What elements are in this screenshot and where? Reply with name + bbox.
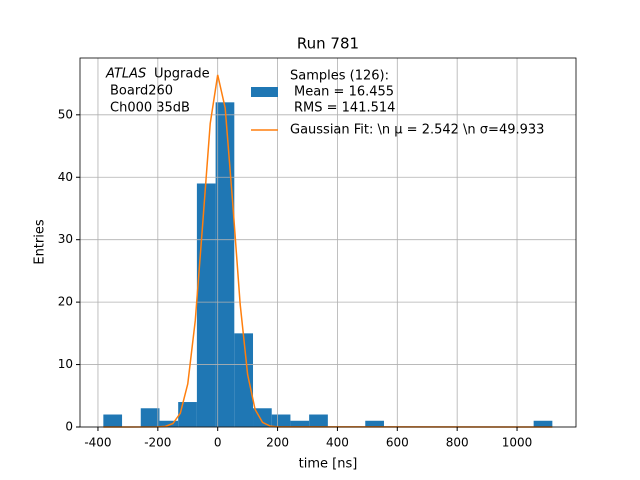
y-tick-label: 0 <box>65 420 73 434</box>
bar <box>140 408 160 427</box>
bar <box>103 414 123 427</box>
y-tick-label: 30 <box>58 232 73 246</box>
bar <box>533 420 553 427</box>
y-tick-label: 20 <box>58 295 73 309</box>
bar <box>234 333 254 427</box>
fit-line <box>103 74 553 428</box>
chart-title: Run 781 <box>297 35 359 53</box>
bar <box>271 414 291 427</box>
legend-swatch <box>251 87 278 97</box>
bar <box>159 420 179 427</box>
x-tick-label: -200 <box>144 436 171 450</box>
plot-marks <box>80 58 576 428</box>
axes-frame <box>79 57 577 428</box>
y-tick-label: 40 <box>58 170 73 184</box>
bar <box>178 402 197 427</box>
x-axis-label: time [ns] <box>299 457 358 472</box>
legend-label: Mean = 16.455 <box>294 85 394 100</box>
annotation: Board260 <box>110 84 173 99</box>
annotation: ATLAS <box>105 67 146 82</box>
x-tick-label: 800 <box>446 436 469 450</box>
x-tick-label: 1000 <box>502 436 533 450</box>
x-tick-label: 200 <box>266 436 289 450</box>
bar <box>365 420 384 427</box>
x-tick-label: 600 <box>386 436 409 450</box>
x-tick-label: 400 <box>326 436 349 450</box>
legend-label: RMS = 141.514 <box>294 101 395 116</box>
bar <box>215 102 235 427</box>
annotation: Upgrade <box>154 67 210 82</box>
x-tick-label: 0 <box>214 436 222 450</box>
bar <box>309 414 328 427</box>
x-tick-label: -400 <box>84 436 111 450</box>
annotation: Ch000 35dB <box>110 101 190 116</box>
legend-label: Gaussian Fit: \n μ = 2.542 \n σ=49.933 <box>290 123 544 138</box>
legend-label: Samples (126): <box>290 69 389 84</box>
bar <box>196 183 216 427</box>
y-tick-label: 10 <box>58 357 73 371</box>
y-axis-label: Entries <box>33 219 48 265</box>
bar <box>290 420 310 427</box>
y-tick-label: 50 <box>58 107 73 121</box>
